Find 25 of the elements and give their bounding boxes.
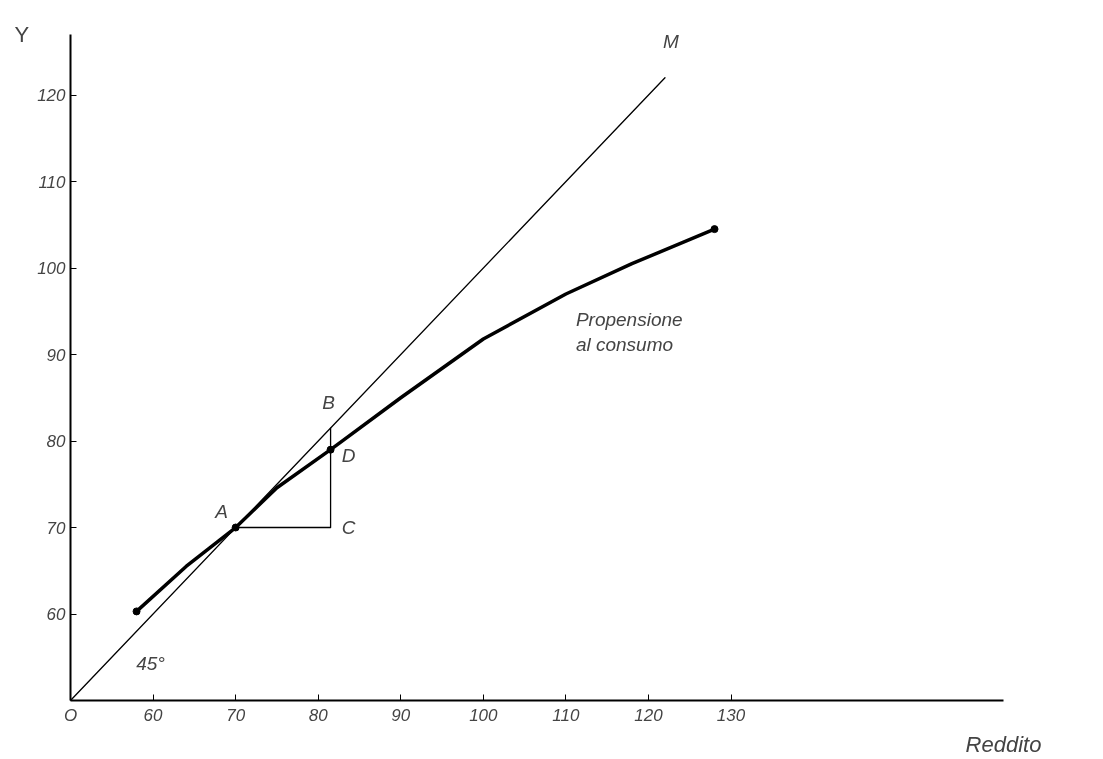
annotation: M: [663, 31, 680, 53]
x-tick-label: 120: [634, 705, 664, 725]
y-tick-label: 120: [37, 86, 67, 106]
x-tick-label: O: [63, 705, 78, 725]
x-tick-label: 90: [391, 705, 411, 725]
annotation: 45°: [136, 652, 166, 674]
x-tick-label: 60: [143, 705, 164, 725]
y-tick-label: 90: [46, 345, 67, 365]
annotation: D: [341, 445, 356, 467]
x-axis-title: Reddito: [965, 731, 1042, 757]
x-tick-label: 110: [552, 705, 580, 725]
annotation: B: [322, 391, 336, 413]
x-tick-label: 100: [469, 705, 499, 725]
y-tick-label: 70: [46, 518, 67, 538]
y-tick-label: 80: [46, 432, 67, 452]
annotation: A: [214, 501, 228, 523]
x-tick-label: 70: [226, 705, 246, 725]
annotation: C: [341, 517, 356, 539]
y-tick-label: 60: [46, 605, 67, 625]
annotation: Propensione al consumo: [575, 308, 683, 356]
y-axis-title: Y: [14, 22, 30, 47]
x-tick-label: 130: [716, 705, 746, 725]
x-tick-label: 80: [308, 705, 329, 725]
y-tick-label: 110: [38, 172, 67, 192]
y-tick-label: 100: [37, 259, 67, 279]
